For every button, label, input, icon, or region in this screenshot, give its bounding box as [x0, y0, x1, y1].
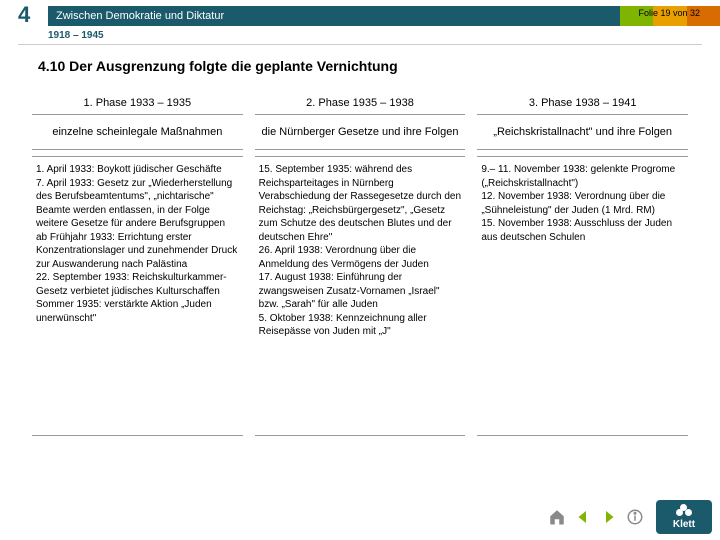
logo-text: Klett	[673, 519, 695, 530]
slide-counter: Folie 19 von 32	[638, 8, 700, 18]
phase-heading: 3. Phase 1938 – 1941	[477, 96, 688, 110]
phase-column: 3. Phase 1938 – 1941 „Reichskristallnach…	[477, 96, 688, 436]
publisher-logo: Klett	[656, 500, 712, 534]
info-icon[interactable]	[624, 506, 646, 528]
divider	[18, 44, 702, 45]
clover-icon	[676, 504, 692, 518]
phases-grid: 1. Phase 1933 – 1935 einzelne scheinlega…	[32, 96, 688, 436]
footer-nav: Klett	[546, 500, 712, 534]
phase-subtitle: „Reichskristallnacht" und ihre Folgen	[477, 114, 688, 150]
phase-subtitle: einzelne scheinlegale Maßnahmen	[32, 114, 243, 150]
phase-subtitle: die Nürnberger Gesetze und ihre Folgen	[255, 114, 466, 150]
phase-column: 1. Phase 1933 – 1935 einzelne scheinlega…	[32, 96, 243, 436]
next-icon[interactable]	[598, 506, 620, 528]
home-icon[interactable]	[546, 506, 568, 528]
phase-body: 15. September 1935: während des Reichspa…	[255, 156, 466, 436]
phase-body: 9.– 11. November 1938: gelenkte Progrome…	[477, 156, 688, 436]
phase-heading: 1. Phase 1933 – 1935	[32, 96, 243, 110]
section-title: 4.10 Der Ausgrenzung folgte die geplante…	[38, 58, 398, 74]
chapter-number: 4	[18, 2, 30, 28]
phase-heading: 2. Phase 1935 – 1938	[255, 96, 466, 110]
prev-icon[interactable]	[572, 506, 594, 528]
chapter-title-bar: Zwischen Demokratie und Diktatur	[48, 6, 620, 26]
phase-column: 2. Phase 1935 – 1938 die Nürnberger Gese…	[255, 96, 466, 436]
date-range: 1918 – 1945	[48, 30, 104, 41]
phase-body: 1. April 1933: Boykott jüdischer Geschäf…	[32, 156, 243, 436]
